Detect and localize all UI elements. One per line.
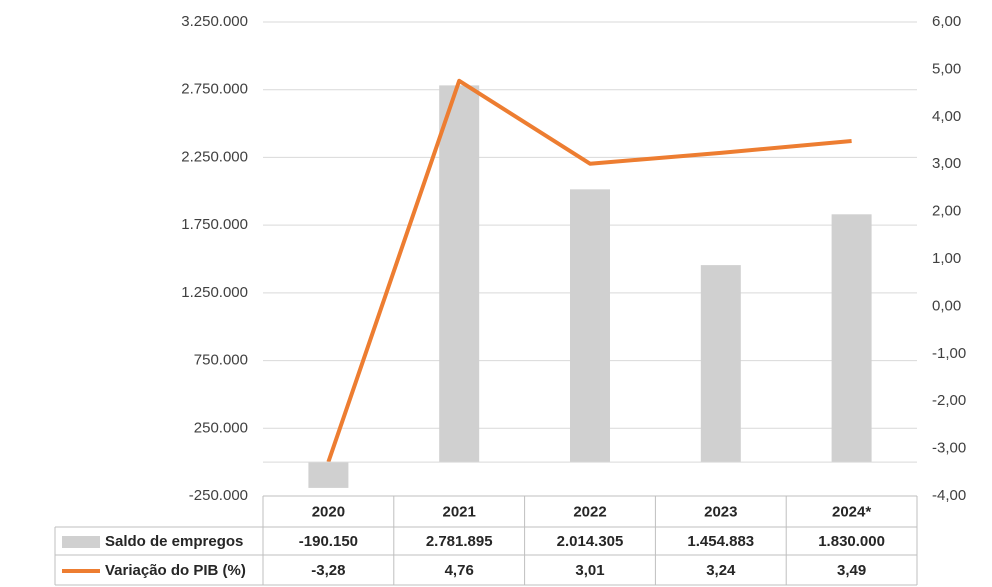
- y-tick-label: 1.250.000: [181, 284, 248, 301]
- y-tick-label: 2.250.000: [181, 148, 248, 165]
- y2-tick-label: 1,00: [932, 250, 961, 267]
- legend-key: [62, 536, 100, 548]
- legend-label: Saldo de empregos: [105, 533, 243, 550]
- table-value: 4,76: [445, 562, 474, 579]
- table-value: -3,28: [311, 562, 345, 579]
- x-tick-label: 2023: [704, 503, 737, 520]
- y2-tick-label: -4,00: [932, 487, 966, 504]
- x-tick-label: 2020: [312, 503, 345, 520]
- bar: [308, 462, 349, 488]
- table-value: 1.454.883: [687, 533, 754, 550]
- table-value: 2.781.895: [426, 533, 493, 550]
- y2-tick-label: 2,00: [932, 203, 961, 220]
- bar: [439, 85, 480, 463]
- x-tick-label: 2024*: [832, 503, 871, 520]
- table-value: -190.150: [299, 533, 358, 550]
- y-tick-label: 3.250.000: [181, 13, 248, 30]
- table-value: 1.830.000: [818, 533, 885, 550]
- y2-tick-label: 4,00: [932, 108, 961, 125]
- legend-label: Variação do PIB (%): [105, 562, 246, 579]
- table-value: 3,24: [706, 562, 736, 579]
- y2-tick-label: -3,00: [932, 440, 966, 457]
- line: [326, 78, 852, 463]
- x-tick-label: 2022: [573, 503, 606, 520]
- bar: [831, 214, 872, 463]
- x-tick-label: 2021: [443, 503, 476, 520]
- table-value: 3,49: [837, 562, 866, 579]
- y2-tick-label: 0,00: [932, 297, 961, 314]
- y2-tick-label: 5,00: [932, 60, 961, 77]
- y-tick-label: 1.750.000: [181, 216, 248, 233]
- bar: [700, 265, 741, 463]
- y-tick-label: 250.000: [194, 419, 248, 436]
- y2-tick-label: -1,00: [932, 345, 966, 362]
- bar: [570, 189, 610, 463]
- y2-tick-label: -2,00: [932, 392, 966, 409]
- y-tick-label: 750.000: [194, 352, 248, 369]
- table-value: 3,01: [575, 562, 604, 579]
- y-tick-label: -250.000: [189, 487, 248, 504]
- table-value: 2.014.305: [557, 533, 624, 550]
- y-tick-label: 2.750.000: [181, 81, 248, 98]
- y2-tick-label: 6,00: [932, 13, 961, 30]
- y2-tick-label: 3,00: [932, 155, 961, 172]
